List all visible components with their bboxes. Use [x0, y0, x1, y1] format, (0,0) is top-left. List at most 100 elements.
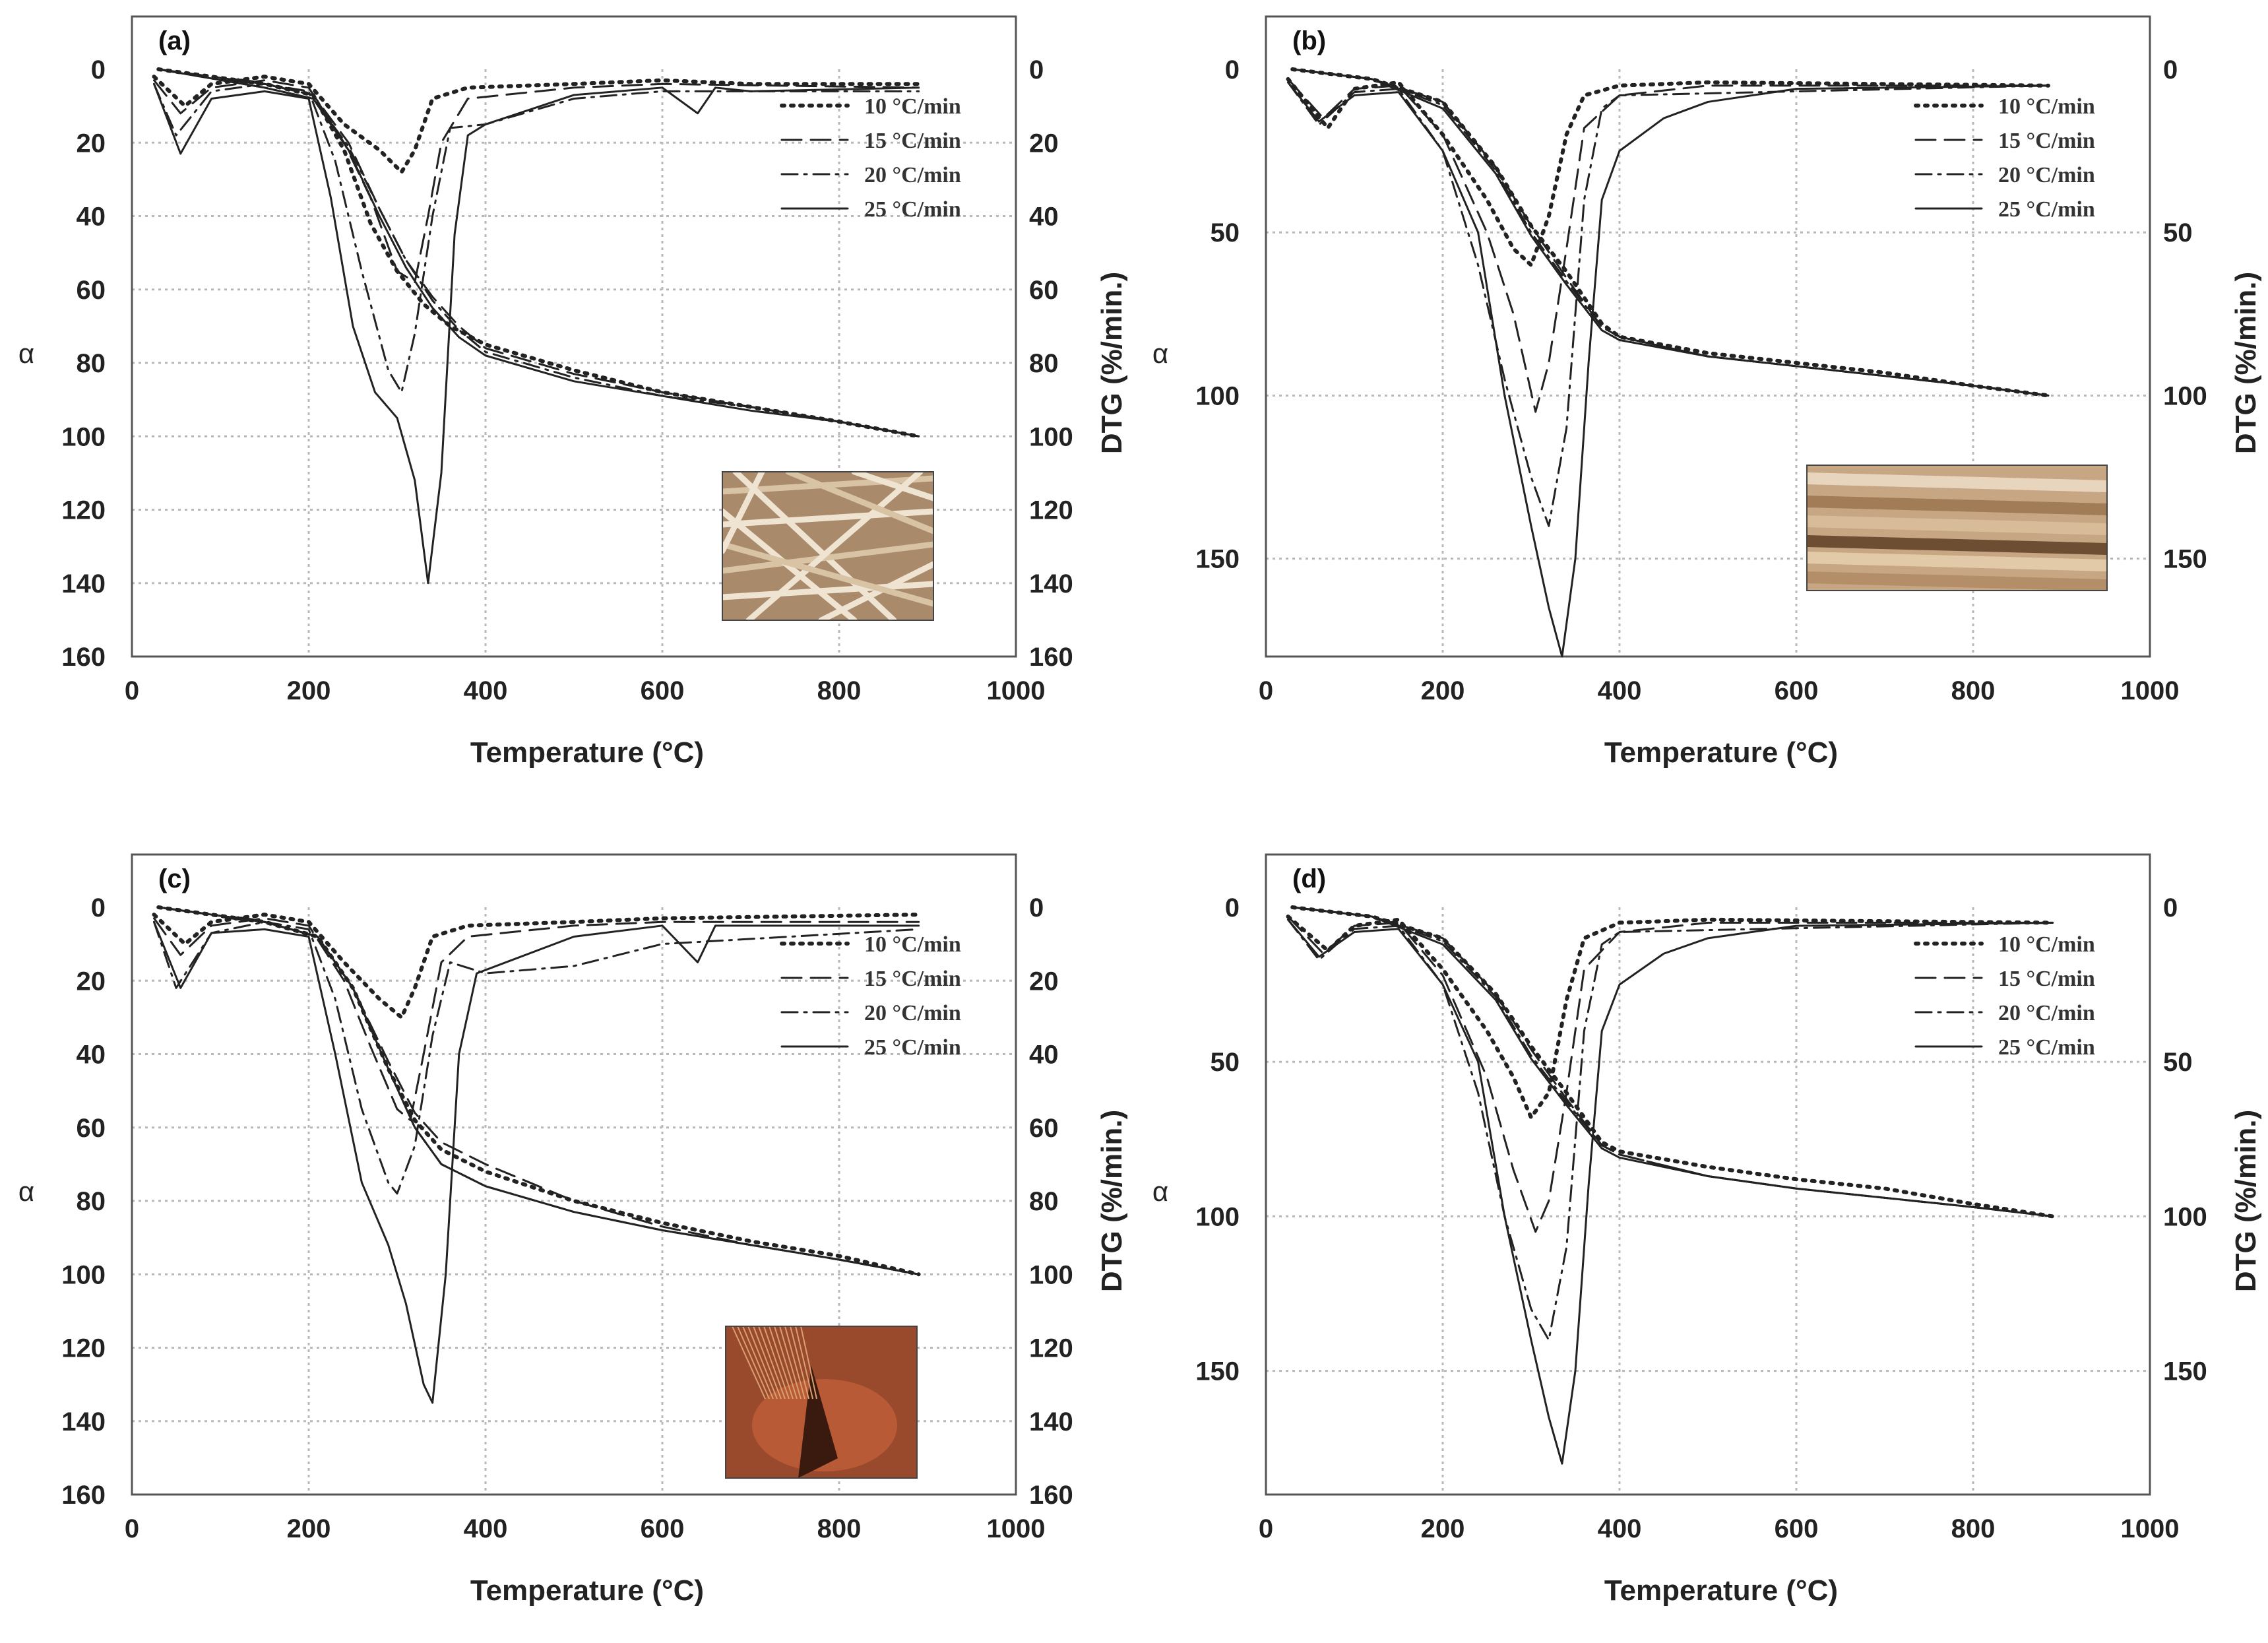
- dtg-line-dashed: [1287, 915, 2054, 1233]
- x-tick-label: 1000: [2121, 1514, 2180, 1543]
- legend-entry: 20 °C/min: [864, 1001, 961, 1025]
- y2-ticks: 0 50 100 150: [2163, 893, 2207, 1386]
- y2-tick-label: 40: [1029, 203, 1059, 232]
- y-tick-label: 160: [61, 643, 106, 672]
- x-tick-label: 200: [287, 676, 331, 705]
- legend: 10 °C/min 15 °C/min 20 °C/min 25 °C/min: [780, 94, 961, 222]
- dtg-line-dashed: [1287, 78, 2050, 413]
- y2-tick-label: 100: [2163, 1202, 2207, 1231]
- y2-tick-label: 150: [2163, 1357, 2207, 1386]
- straw-fiber: [785, 472, 933, 534]
- coir-fiber: [742, 1326, 774, 1400]
- y-ticks: 0 50 100 150: [1195, 893, 1240, 1386]
- y2-tick-label: 100: [2163, 381, 2207, 410]
- dtg-line-dotted: [1286, 77, 2050, 267]
- dtg-line-solid: [153, 82, 920, 585]
- dtg-line-dashdot: [153, 82, 920, 393]
- coir-fiber: [795, 1326, 813, 1400]
- x-axis-label: Temperature (°C): [1604, 1574, 1838, 1607]
- x-tick-label: 1000: [2121, 676, 2180, 705]
- dtg-line-dashdot: [153, 920, 920, 1195]
- panel-label: (a): [158, 26, 191, 55]
- legend-entry: 20 °C/min: [864, 163, 961, 187]
- coir-fiber: [784, 1326, 805, 1400]
- x-ticks: 0 200 400 600 800 1000: [125, 1514, 1046, 1543]
- fiber-photo: [1806, 465, 2108, 591]
- y-tick-label: 100: [1195, 381, 1240, 410]
- x-tick-label: 1000: [987, 1514, 1046, 1543]
- legend-entry: 25 °C/min: [864, 197, 961, 222]
- legend-entry: 20 °C/min: [1998, 163, 2095, 187]
- y-tick-label: 100: [61, 1260, 106, 1289]
- series: [152, 905, 921, 1404]
- plot-frame: [131, 853, 1017, 1496]
- dtg-line-dashdot: [1287, 81, 2050, 527]
- y2-tick-label: 20: [1029, 967, 1059, 996]
- panel-label: (c): [158, 864, 191, 893]
- coir-fiber: [779, 1326, 802, 1400]
- x-tick-label: 400: [464, 676, 508, 705]
- x-tick-label: 200: [1421, 1514, 1465, 1543]
- x-tick-label: 0: [1259, 1514, 1273, 1543]
- coir-fiber: [769, 1326, 794, 1400]
- y2-tick-label: 120: [1029, 1334, 1073, 1363]
- x-tick-label: 200: [1421, 676, 1465, 705]
- dtg-line-dashed: [153, 79, 920, 284]
- y-tick-label: 40: [77, 203, 106, 232]
- y2-tick-label: 160: [1029, 1481, 1073, 1510]
- y-tick-label: 50: [1211, 1048, 1240, 1077]
- y-tick-label: 100: [61, 422, 106, 451]
- y2-tick-label: 50: [2163, 218, 2193, 247]
- coir-fiber: [800, 1326, 817, 1400]
- panel-label: (b): [1292, 26, 1326, 55]
- y2-tick-label: 20: [1029, 129, 1059, 158]
- coir-fiber: [753, 1326, 782, 1400]
- y-tick-label: 120: [61, 1334, 106, 1363]
- x-ticks: 0 200 400 600 800 1000: [1259, 676, 2180, 705]
- plot-frame: [1265, 853, 2151, 1496]
- alpha-line-dotted: [156, 905, 921, 1277]
- y2-tick-label: 50: [2163, 1048, 2193, 1077]
- y-tick-label: 0: [91, 55, 106, 84]
- legend-entry: 15 °C/min: [1998, 129, 2095, 153]
- coir-fiber: [737, 1326, 770, 1400]
- y-tick-label: 150: [1195, 1357, 1240, 1386]
- x-tick-label: 200: [287, 1514, 331, 1543]
- plot-frame: [131, 15, 1017, 658]
- y2-tick-label: 40: [1029, 1041, 1059, 1070]
- straw-fiber: [722, 541, 933, 607]
- y2-tick-label: 0: [2163, 893, 2178, 922]
- x-ticks: 0 200 400 600 800 1000: [1259, 1514, 2180, 1543]
- straw-fiber: [722, 581, 933, 600]
- legend-entry: 25 °C/min: [1998, 1035, 2095, 1060]
- y2-ticks: 0 20 40 60 80 100 120 140 160: [1029, 893, 1073, 1510]
- x-tick-label: 800: [817, 676, 862, 705]
- straw-fiber: [818, 561, 933, 620]
- chart-svg-a: 0 200 400 600 800 1000 0 20 40 60 80 100 120 140 160 0 2…: [18, 15, 1128, 769]
- reed-stem: [1807, 535, 2107, 555]
- legend-entry: 10 °C/min: [1998, 932, 2095, 957]
- x-tick-label: 800: [1951, 1514, 1996, 1543]
- alpha-line-dashed: [157, 906, 920, 1275]
- y-tick-label: 150: [1195, 545, 1240, 574]
- photo-frame: [722, 471, 934, 621]
- y-tick-label: 100: [1195, 1202, 1240, 1231]
- alpha-line-dashdot: [157, 906, 920, 1275]
- y2-tick-label: 0: [1029, 55, 1044, 84]
- x-tick-label: 600: [641, 1514, 685, 1543]
- chart-panel-c: 0 200 400 600 800 1000 0 20 40 60 80 100 120 140 160 0 2…: [0, 838, 1134, 1640]
- y-tick-label: 80: [77, 1187, 106, 1216]
- x-tick-label: 0: [125, 1514, 139, 1543]
- y2-tick-label: 0: [1029, 893, 1044, 922]
- y2-tick-label: 160: [1029, 643, 1073, 672]
- reed-stem: [1807, 552, 2107, 571]
- alpha-line-solid: [1291, 906, 2054, 1217]
- legend: 10 °C/min 15 °C/min 20 °C/min 25 °C/min: [780, 932, 961, 1060]
- dtg-line-solid: [1287, 918, 2054, 1465]
- legend-entry: 25 °C/min: [864, 1035, 961, 1060]
- y-tick-label: 160: [61, 1481, 106, 1510]
- coir-fiber: [758, 1326, 786, 1400]
- dtg-line-dashdot: [1287, 918, 2054, 1341]
- x-tick-label: 0: [125, 676, 139, 705]
- straw-fiber: [851, 472, 933, 501]
